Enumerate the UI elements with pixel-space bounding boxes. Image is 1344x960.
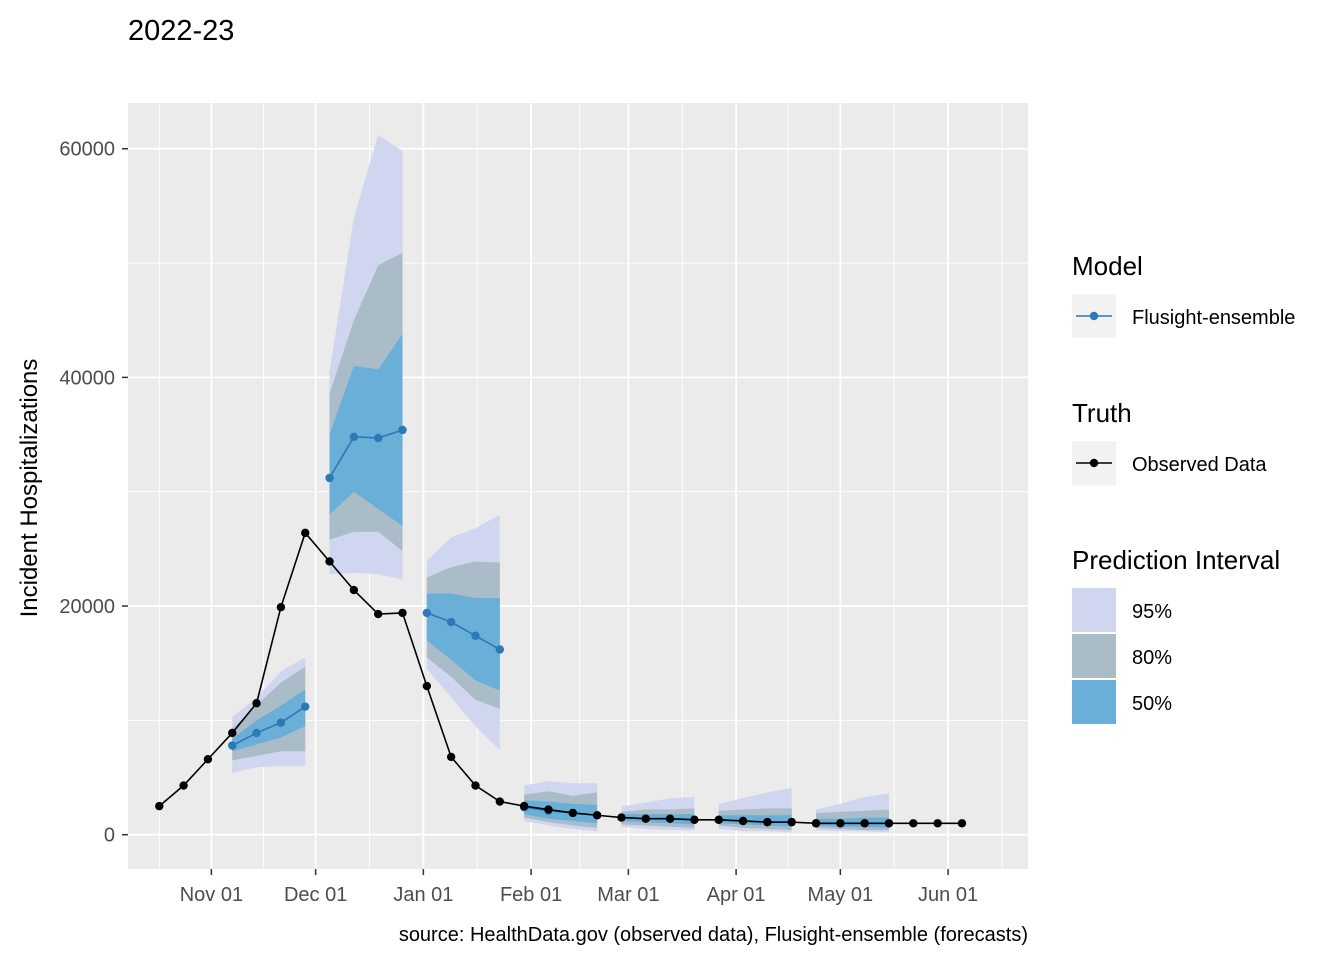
observed-point — [276, 602, 286, 612]
major-gridlines — [128, 103, 1028, 869]
forecast-point — [471, 631, 480, 640]
observed-line — [158, 531, 962, 825]
source-caption: source: HealthData.gov (observed data), … — [399, 924, 1028, 946]
legend-key-point — [1089, 311, 1099, 321]
forecast-point — [228, 741, 237, 750]
x-tick-label: Apr 01 — [707, 884, 766, 906]
observed-point — [398, 608, 407, 618]
band-50 — [426, 593, 500, 691]
forecast-point — [398, 425, 407, 435]
x-tick-label: Nov 01 — [180, 884, 243, 906]
observed-point — [738, 816, 748, 826]
y-axis-label: Incident Hospitalizations — [16, 359, 43, 618]
x-tick-label: May 01 — [808, 884, 874, 906]
observed-point — [422, 681, 432, 691]
forecast-point — [276, 718, 286, 727]
y-axis: 0 20000 40000 60000 — [59, 139, 128, 847]
x-axis: Nov 01 Dec 01 Jan 01 Feb 01 Mar 01 Apr 01 May … — [180, 869, 978, 906]
y-tick-label: 60000 — [59, 139, 115, 161]
legend-label: 80% — [1132, 647, 1172, 669]
legend-label: 95% — [1132, 601, 1172, 623]
legend-title: Prediction Interval — [1072, 545, 1280, 575]
legend-label: Observed Data — [1132, 454, 1267, 476]
legend-title: Truth — [1072, 398, 1132, 428]
observed-point — [446, 752, 456, 762]
observed-point — [179, 781, 188, 790]
legend-label: Flusight-ensemble — [1132, 307, 1295, 329]
observed-point — [811, 819, 821, 828]
observed-series — [155, 528, 967, 828]
observed-point — [884, 819, 894, 828]
legend-key-point — [1089, 458, 1099, 468]
observed-point — [957, 819, 967, 828]
observed-point — [568, 808, 577, 818]
forecast-point — [349, 432, 359, 442]
observed-point — [665, 814, 675, 823]
forecast-point — [252, 728, 261, 738]
forecast-line — [426, 612, 501, 651]
forecast-point — [373, 433, 383, 443]
legend: Model Flusight-ensemble Truth Observed Data… — [1072, 251, 1295, 724]
y-tick-label: 0 — [104, 825, 115, 847]
observed-point — [519, 801, 529, 811]
observed-point — [228, 728, 237, 738]
x-tick-label: Feb 01 — [500, 884, 562, 906]
forecast-line — [328, 429, 403, 479]
observed-point — [155, 801, 164, 811]
legend-key-swatch — [1072, 634, 1116, 678]
y-tick-label: 20000 — [59, 596, 115, 618]
forecast-line — [231, 705, 306, 747]
x-tick-label: Dec 01 — [284, 884, 347, 906]
observed-point — [641, 814, 650, 823]
observed-point — [495, 797, 505, 806]
chart-title: 2022-23 — [128, 15, 234, 47]
y-tick-label: 40000 — [59, 367, 115, 389]
forecast-point — [301, 702, 310, 711]
forecast-point — [495, 645, 505, 654]
observed-point — [714, 815, 723, 825]
forecast-point — [446, 617, 456, 627]
observed-point — [690, 815, 699, 825]
observed-point — [349, 585, 359, 595]
legend-key-swatch — [1072, 588, 1116, 632]
observed-point — [787, 817, 796, 827]
observed-point — [301, 528, 310, 538]
observed-point — [203, 755, 213, 764]
observed-point — [325, 557, 334, 566]
x-tick-label: Mar 01 — [597, 884, 659, 906]
legend-label: 50% — [1132, 693, 1172, 715]
observed-point — [373, 609, 383, 619]
observed-point — [860, 819, 869, 828]
observed-point — [471, 781, 480, 790]
observed-point — [544, 805, 553, 814]
legend-title: Model — [1072, 251, 1143, 281]
observed-point — [592, 811, 602, 820]
x-tick-label: Jun 01 — [918, 884, 978, 906]
observed-point — [252, 699, 261, 708]
forecast-point — [422, 608, 432, 618]
observed-point — [909, 819, 918, 828]
forecast-point — [325, 473, 334, 483]
observed-point — [763, 817, 772, 827]
observed-point — [617, 813, 626, 822]
observed-point — [836, 819, 845, 828]
legend-key-swatch — [1072, 680, 1116, 724]
observed-point — [933, 819, 942, 828]
x-tick-label: Jan 01 — [393, 884, 453, 906]
band-50 — [329, 333, 403, 527]
